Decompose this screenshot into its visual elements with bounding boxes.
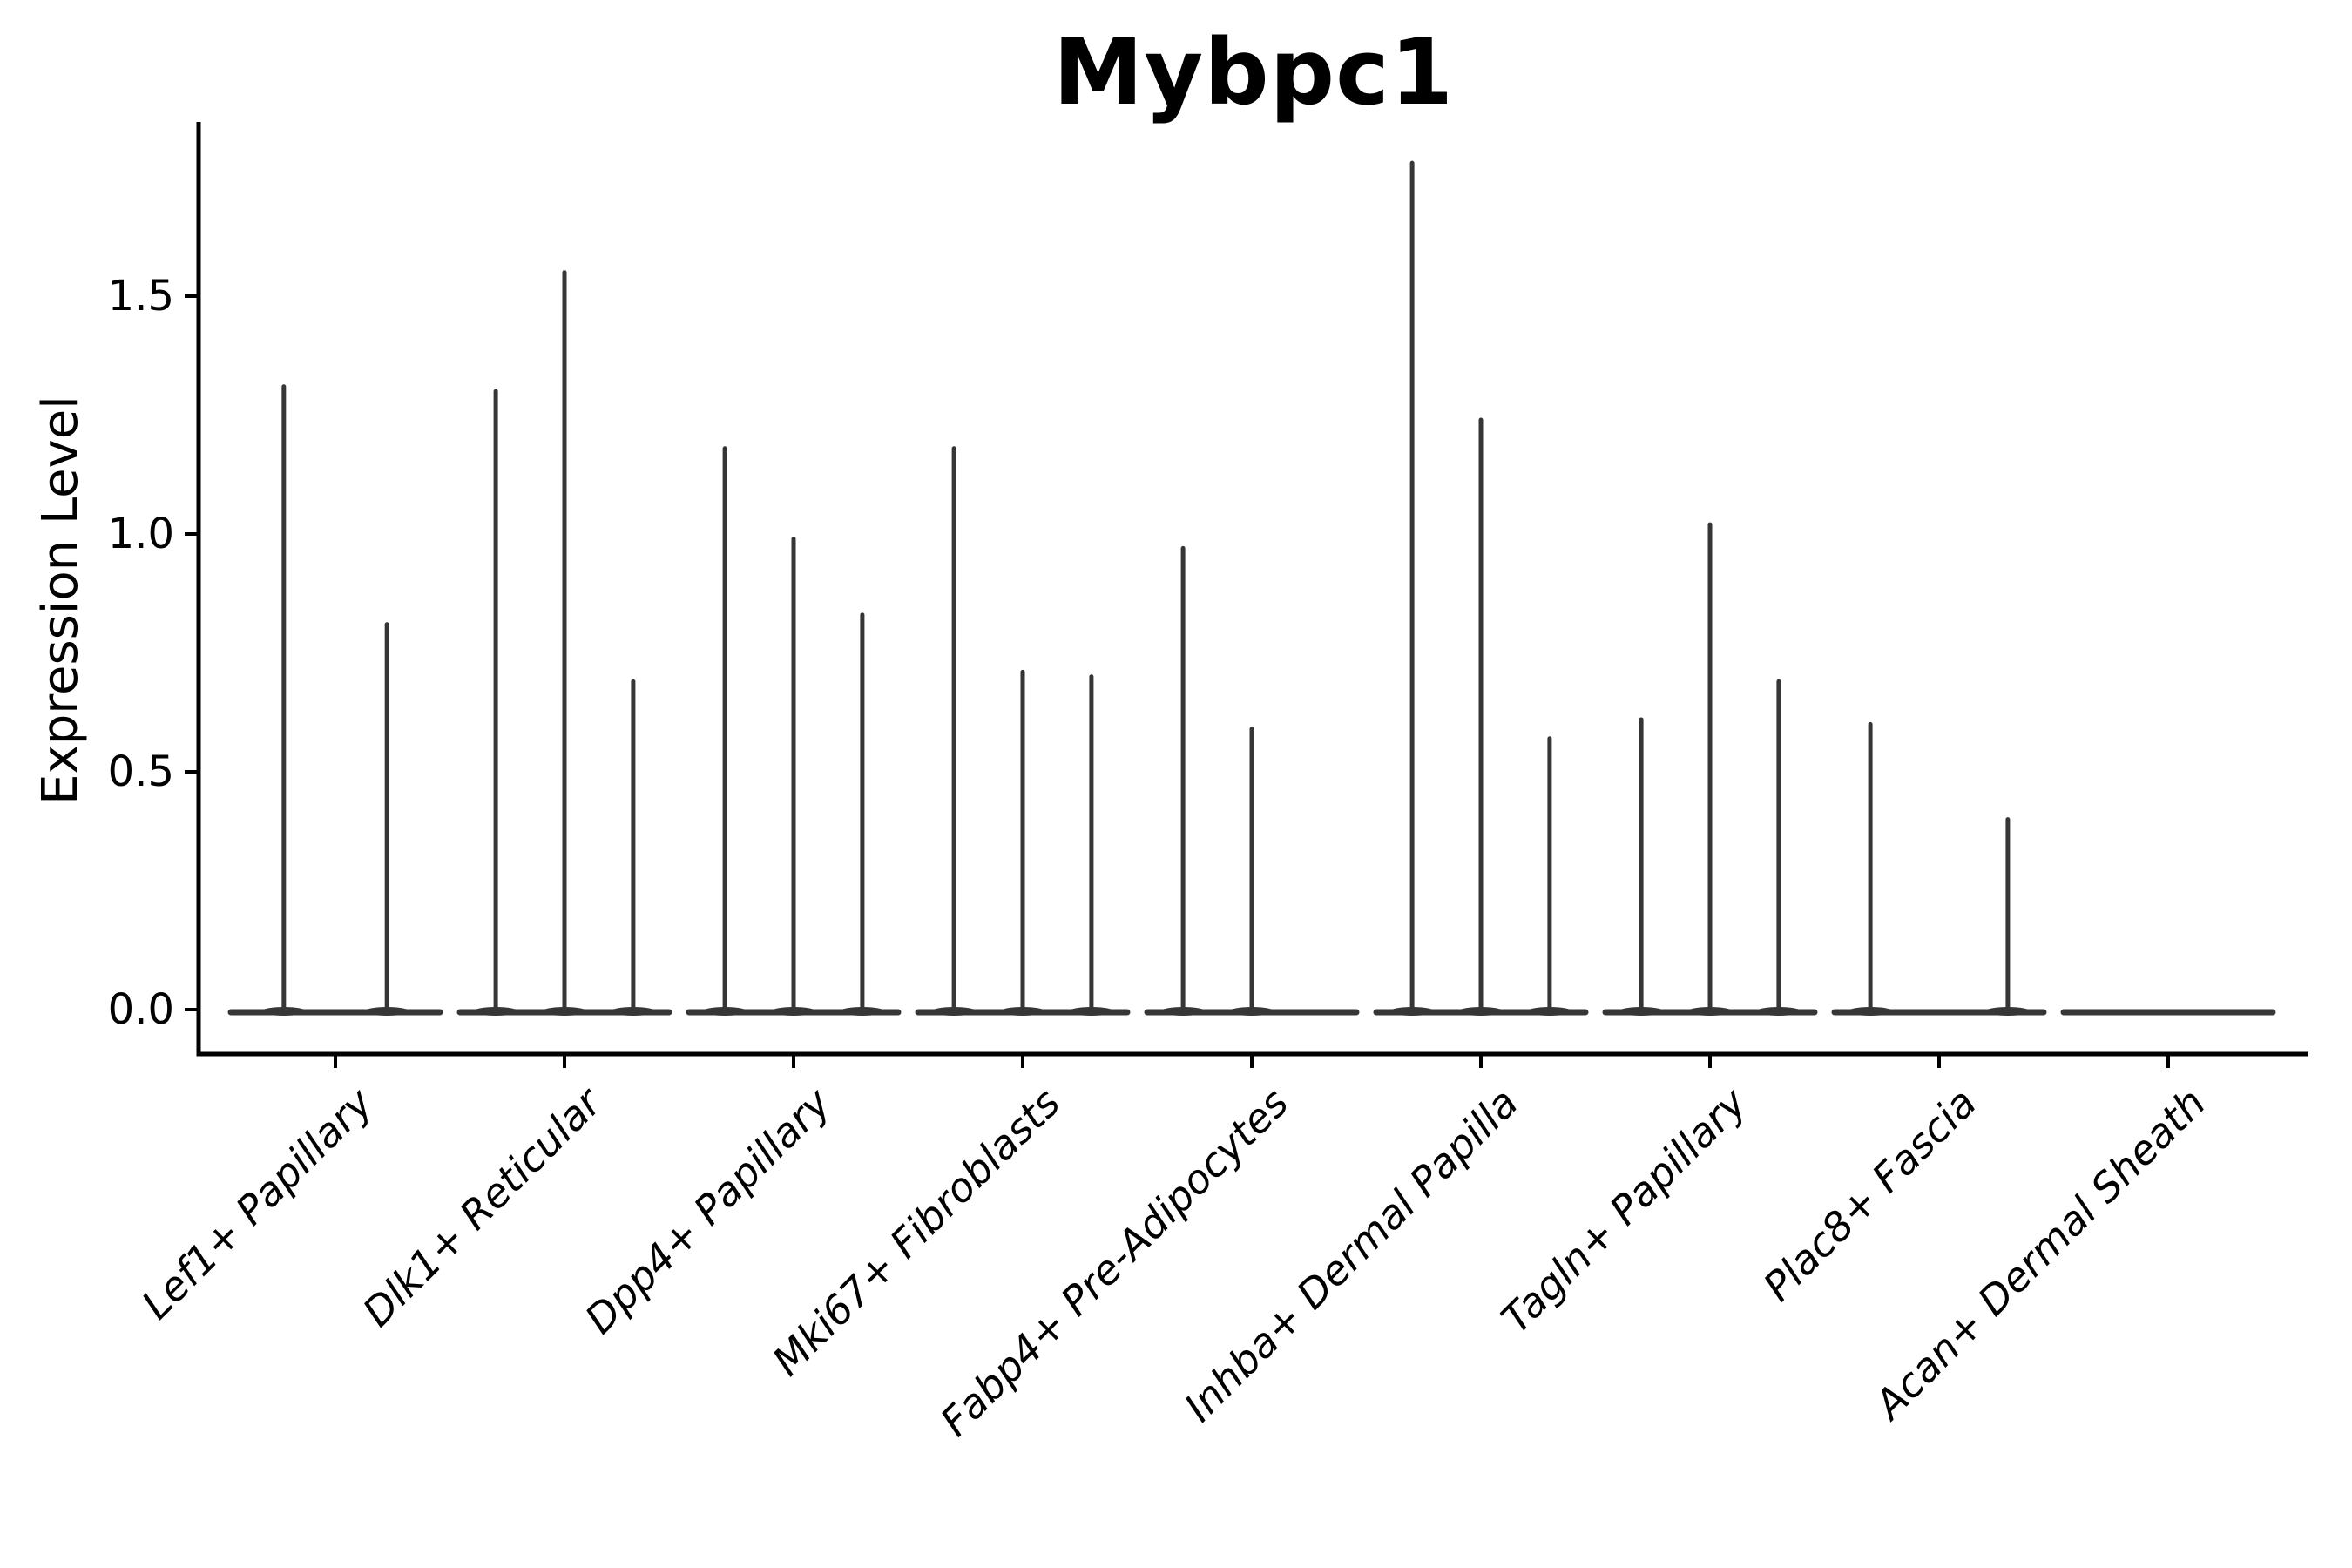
y-tick-label: 1.0	[107, 510, 174, 558]
y-tick-label: 0.0	[107, 985, 174, 1034]
y-tick-label: 0.5	[107, 747, 174, 796]
y-axis-label: Expression Level	[32, 395, 89, 805]
y-tick-label: 1.5	[107, 272, 174, 321]
chart-title: Mybpc1	[1052, 19, 1455, 125]
